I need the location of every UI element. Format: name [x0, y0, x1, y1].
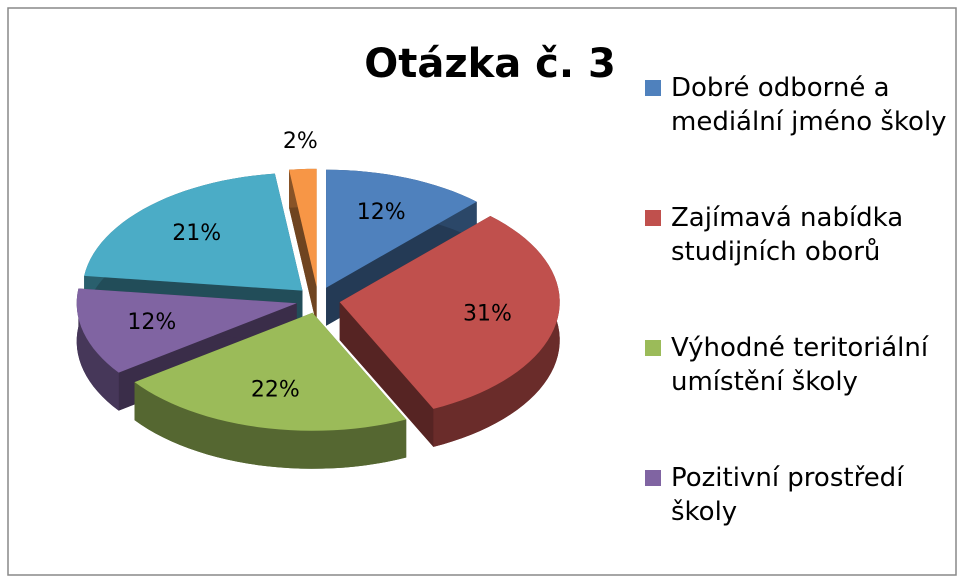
data-label: 22%: [251, 378, 300, 403]
data-label: 2%: [283, 129, 318, 154]
legend-label: Dobré odborné a mediální jméno školy: [671, 73, 947, 137]
legend-swatch: [645, 80, 661, 96]
legend-swatch: [645, 470, 661, 486]
data-label: 31%: [463, 302, 512, 327]
data-label: 12%: [127, 310, 176, 335]
pie-slice: [289, 168, 317, 325]
legend-swatch: [645, 210, 661, 226]
data-label: 21%: [172, 221, 221, 246]
slice-wall: [76, 288, 119, 411]
slice-top: [339, 216, 560, 409]
slice-side: [339, 302, 434, 447]
slice-side: [289, 169, 317, 325]
slice-top: [289, 168, 317, 287]
legend-label: Zajímavá nabídka studijních oborů: [671, 203, 911, 267]
slice-top: [326, 169, 477, 288]
slice-top: [134, 312, 407, 431]
pie-slice: [339, 216, 560, 447]
pie-slice: [134, 312, 407, 469]
legend-swatch: [645, 340, 661, 356]
legend-label: Pozitivní prostředí školy: [671, 463, 912, 527]
chart-title: Otázka č. 3: [364, 41, 616, 87]
slice-wall: [134, 382, 407, 469]
slice-top: [76, 288, 297, 373]
legend-label: Výhodné teritoriální umístění školy: [671, 333, 936, 397]
data-label: 12%: [357, 200, 406, 225]
slice-top: [84, 173, 303, 291]
